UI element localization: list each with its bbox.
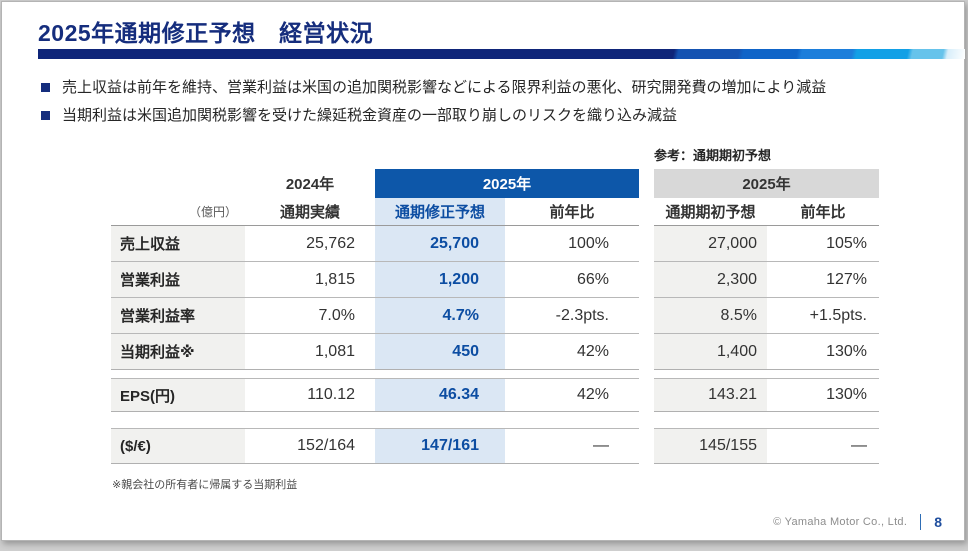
footer: © Yamaha Motor Co., Ltd. 8 bbox=[773, 514, 942, 530]
actual-cell: 7.0% bbox=[245, 297, 375, 333]
ref-initial-cell: 143.21 bbox=[654, 378, 767, 412]
bullet-item: 当期利益は米国追加関税影響を受けた繰延税金資産の一部取り崩しのリスクを織り込み減… bbox=[39, 105, 826, 126]
bullet-square-icon bbox=[41, 83, 50, 92]
actual-cell: 110.12 bbox=[245, 378, 375, 412]
row-label-cell: 営業利益率 bbox=[111, 297, 245, 333]
reference-caption: 参考：通期期初予想 bbox=[654, 148, 772, 163]
row-label-cell: 売上収益 bbox=[111, 225, 245, 261]
yoy-cell: 66% bbox=[505, 261, 639, 297]
ref-yoy-cell: +1.5pts. bbox=[767, 297, 879, 333]
actual-cell: 1,815 bbox=[245, 261, 375, 297]
sub-header-actual: 通期実績 bbox=[279, 204, 340, 221]
bullet-text: 当期利益は米国追加関税影響を受けた繰延税金資産の一部取り崩しのリスクを織り込み減… bbox=[62, 107, 678, 124]
reference-table: 2025年 通期期初予想 前年比 27,000 105% 2,300 127% … bbox=[654, 169, 879, 464]
ref-initial-cell: 145/155 bbox=[654, 428, 767, 464]
main-table: 2024年 2025年 （億円） 通期実績 通期修正予想 前年比 売上収益 25… bbox=[111, 169, 639, 464]
ref-yoy-cell: — bbox=[767, 428, 879, 464]
table-spacer bbox=[111, 412, 639, 428]
summary-bullets: 売上収益は前年を維持、営業利益は米国の追加関税影響などによる限界利益の悪化、研究… bbox=[39, 77, 826, 133]
footer-divider bbox=[920, 514, 922, 530]
row-label-cell: 営業利益 bbox=[111, 261, 245, 297]
ref-yoy-cell: 127% bbox=[767, 261, 879, 297]
year-2024-header: 2024年 bbox=[285, 176, 335, 193]
yoy-cell: -2.3pts. bbox=[505, 297, 639, 333]
unit-label: （億円） bbox=[188, 205, 237, 219]
ref-sub-header-initial: 通期期初予想 bbox=[665, 204, 756, 221]
yoy-cell: 42% bbox=[505, 333, 639, 370]
copyright-text: © Yamaha Motor Co., Ltd. bbox=[773, 516, 908, 528]
ref-initial-cell: 2,300 bbox=[654, 261, 767, 297]
table-spacer bbox=[111, 370, 639, 378]
footnote: ※親会社の所有者に帰属する当期利益 bbox=[112, 479, 298, 491]
sub-header-revised: 通期修正予想 bbox=[375, 198, 505, 225]
ref-yoy-cell: 130% bbox=[767, 333, 879, 370]
table-spacer bbox=[654, 370, 879, 378]
yoy-cell: 100% bbox=[505, 225, 639, 261]
yoy-cell: 42% bbox=[505, 378, 639, 412]
revised-cell: 25,700 bbox=[375, 225, 505, 261]
ref-year-2025-header: 2025年 bbox=[654, 169, 879, 198]
title-accent-bar bbox=[38, 49, 965, 59]
bullet-item: 売上収益は前年を維持、営業利益は米国の追加関税影響などによる限界利益の悪化、研究… bbox=[39, 77, 826, 98]
empty-cell bbox=[111, 169, 245, 198]
revised-cell: 147/161 bbox=[375, 428, 505, 464]
yoy-cell: — bbox=[505, 428, 639, 464]
ref-yoy-cell: 105% bbox=[767, 225, 879, 261]
page-title: 2025年通期修正予想 経営状況 bbox=[38, 20, 374, 46]
row-label-cell: ($/€) bbox=[111, 428, 245, 464]
actual-cell: 152/164 bbox=[245, 428, 375, 464]
ref-initial-cell: 1,400 bbox=[654, 333, 767, 370]
page-number: 8 bbox=[934, 514, 942, 530]
table-spacer bbox=[654, 412, 879, 428]
revised-cell: 1,200 bbox=[375, 261, 505, 297]
revised-cell: 4.7% bbox=[375, 297, 505, 333]
bullet-text: 売上収益は前年を維持、営業利益は米国の追加関税影響などによる限界利益の悪化、研究… bbox=[62, 79, 827, 96]
actual-cell: 1,081 bbox=[245, 333, 375, 370]
slide: 2025年通期修正予想 経営状況 売上収益は前年を維持、営業利益は米国の追加関税… bbox=[1, 1, 965, 541]
row-label-cell: 当期利益※ bbox=[111, 333, 245, 370]
ref-sub-header-yoy: 前年比 bbox=[800, 204, 846, 221]
bullet-square-icon bbox=[41, 111, 50, 120]
revised-cell: 46.34 bbox=[375, 378, 505, 412]
year-2025-header: 2025年 bbox=[375, 169, 639, 198]
revised-cell: 450 bbox=[375, 333, 505, 370]
ref-initial-cell: 27,000 bbox=[654, 225, 767, 261]
ref-initial-cell: 8.5% bbox=[654, 297, 767, 333]
sub-header-yoy: 前年比 bbox=[549, 204, 595, 221]
ref-yoy-cell: 130% bbox=[767, 378, 879, 412]
actual-cell: 25,762 bbox=[245, 225, 375, 261]
row-label-cell: EPS(円) bbox=[111, 378, 245, 412]
